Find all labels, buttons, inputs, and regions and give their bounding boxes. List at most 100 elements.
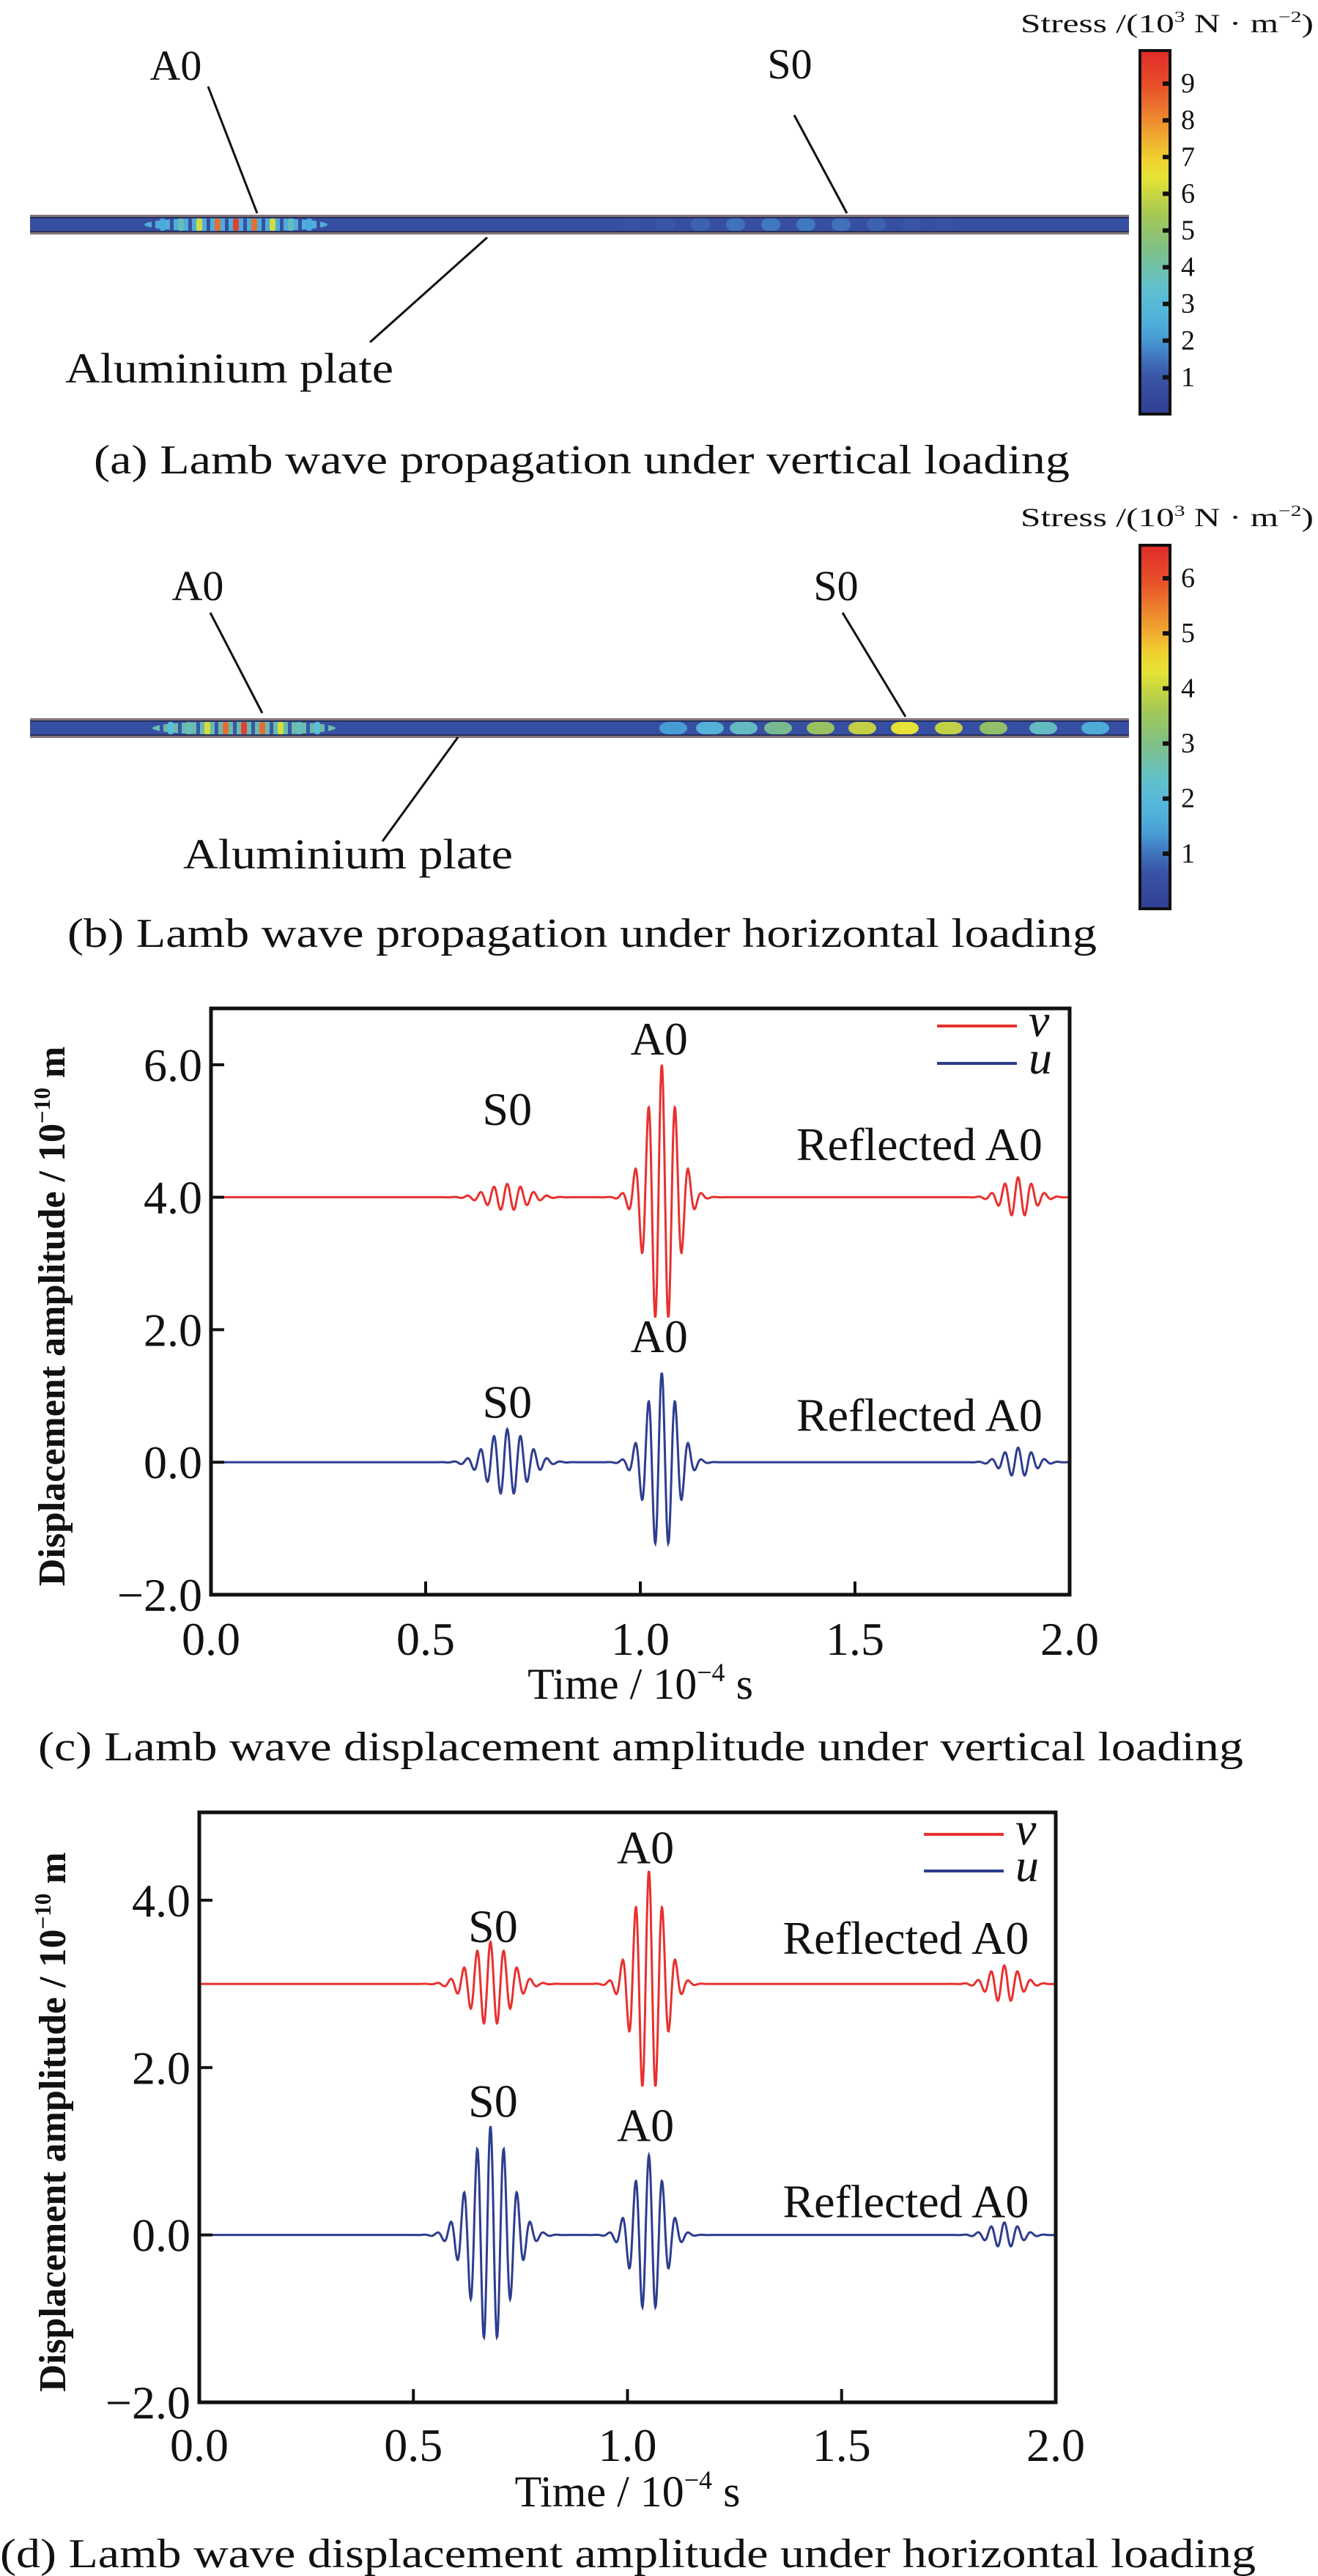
annotation-label: S0 [483,1083,533,1135]
stress-field-blob [288,218,294,231]
stress-field-blob [807,722,834,734]
colorbar-tick-label: 4 [1181,252,1195,283]
annotation-label: S0 [468,1900,518,1952]
annotation-label: Reflected A0 [782,1912,1029,1964]
y-tick-label: −2.0 [105,2377,190,2429]
stress-field-blob [691,218,710,231]
series-line-u [199,2125,1056,2341]
x-tick-label: 0.5 [396,1613,455,1665]
colorbar-gradient [1139,544,1171,910]
colorbar-tick [1163,686,1170,691]
colorbar-tick [1163,374,1170,380]
colorbar-title-exponent: 3 [1174,502,1185,520]
colorbar-tick-label: 6 [1181,178,1195,209]
y-tick-label: 0.0 [144,1436,202,1488]
colorbar-tick-label: 3 [1181,289,1195,320]
stress-field-blob [696,722,724,734]
y-tick-label: 4.0 [144,1172,202,1224]
y-tick-label: 2.0 [144,1304,202,1356]
stress-field-blob [262,218,265,231]
colorbar-tick-label: 5 [1181,215,1195,246]
annotation-label: A0 [617,2100,674,2152]
y-axis-label-exponent: −10 [29,1088,55,1123]
y-axis-label-exponent: −10 [30,1894,56,1930]
colorbar-title-text: Stress /(10 [1021,9,1174,38]
colorbar-title-exponent: −2 [1278,8,1302,26]
colorbar-title: Stress /(10 3 N · m −2) [1021,502,1314,532]
stress-field-blob [270,218,275,231]
colorbar-tick-label: 4 [1181,673,1195,704]
annotation-label: Reflected A0 [782,2175,1029,2227]
a0-label: A0 [150,42,202,89]
annotation-label: S0 [468,2075,518,2127]
stress-field-blob [170,218,174,231]
stress-field-blob [259,722,265,734]
y-axis-label: Displacement amplitude / 10−10 m [29,1047,73,1587]
colorbar-title-unit: N · m [1185,503,1278,532]
legend: vu [924,1803,1039,1892]
stress-field-blob [160,722,163,734]
x-tick-label: 0.0 [170,2419,229,2471]
colorbar-title-paren: ) [1302,9,1314,38]
stress-field-blob [867,218,886,231]
annotation-label: A0 [617,1821,674,1873]
stress-field-blob [298,218,302,231]
stress-field-blob [848,722,876,734]
colorbar-tick-label: 2 [1181,325,1195,356]
colorbar-title: Stress /(10 3 N · m −2) [1021,8,1314,38]
aluminium-plate [30,718,1129,738]
stress-field-blob [215,218,221,231]
stress-field-blob [278,722,284,734]
legend-label-v: v [1015,1803,1037,1855]
stress-field-blob [891,722,919,734]
x-axis-label: Time / 10−4 s [515,2465,741,2516]
x-axis-label-text: Time / 10 [527,1660,697,1708]
colorbar-tick-label: 9 [1181,68,1195,99]
colorbar: 1 2 3 4 5 6 7 8 9 [1139,49,1195,416]
stress-field-blob [796,218,815,231]
stress-field-blob [902,218,921,231]
stress-field-blob [621,218,640,231]
stress-field-blob [233,218,239,231]
plate-label: Aluminium plate [65,344,393,392]
stress-field-blob [178,218,184,231]
colorbar-tick-label: 8 [1181,105,1195,136]
colorbar-tick [1163,796,1170,801]
stress-field-blob [233,722,237,734]
colorbar-tick [1163,576,1170,581]
stress-field-blob [1029,722,1057,734]
colorbar-title-text: Stress /(10 [1021,503,1174,532]
x-axis-label: Time / 10−4 s [527,1658,753,1708]
x-tick-label: 1.0 [611,1613,670,1665]
x-tick-label: 1.5 [826,1613,884,1665]
stress-field-blob [937,218,956,231]
colorbar-tick-label: 1 [1181,362,1195,393]
x-axis-label-exponent: −4 [697,1658,725,1687]
y-tick-label: −2.0 [117,1569,202,1621]
s0-label: S0 [813,562,858,610]
stress-field-blob [325,722,328,734]
stress-field-blob [761,218,780,231]
legend-label-u: u [1015,1839,1039,1892]
caption-a: (a) Lamb wave propagation under vertical… [94,438,1070,483]
colorbar-tick [1163,301,1170,306]
stress-field-blob [196,722,200,734]
stress-field-blob [196,218,202,231]
plate-leader-line [369,236,488,344]
aluminium-plate [30,215,1129,235]
stress-field-blob [215,722,218,734]
x-axis-label-unit: s [712,2468,740,2516]
stress-field-blob [306,218,312,231]
stress-field-blob [980,722,1007,734]
stress-field-blob [656,218,675,231]
stress-field-blob [659,722,687,734]
stress-field-blob [204,722,210,734]
stress-field-blob [316,218,320,231]
plate-leader-line [381,737,459,842]
y-tick-label: 2.0 [132,2042,190,2094]
stress-field-blob [280,218,284,231]
s0-leader-line [841,612,907,717]
